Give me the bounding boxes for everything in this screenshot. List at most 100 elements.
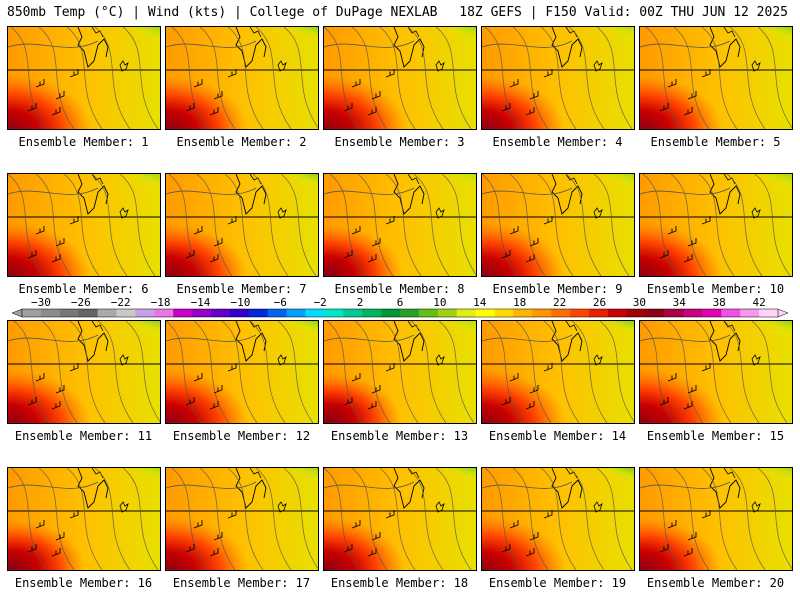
colorbar-swatch [437,309,457,317]
ensemble-map-10 [639,173,793,277]
ensemble-map-7 [165,173,319,277]
ensemble-map-5 [639,26,793,130]
colorbar-tick-label: 6 [397,297,404,309]
ensemble-map-17 [165,467,319,571]
ensemble-member-label-14: Ensemble Member: 14 [488,429,627,443]
colorbar-swatch [116,309,136,317]
ensemble-map-19 [481,467,635,571]
ensemble-map-16 [7,467,161,571]
ensemble-member-label-10: Ensemble Member: 10 [646,282,785,296]
ensemble-member-label-11: Ensemble Member: 11 [14,429,153,443]
ensemble-member-label-15: Ensemble Member: 15 [646,429,785,443]
colorbar-swatch [626,309,646,317]
ensemble-map-3 [323,26,477,130]
ensemble-map-8 [323,173,477,277]
colorbar-swatch [475,309,495,317]
colorbar-tick-label: −18 [151,297,171,309]
header-valid-time: 18Z GEFS | F150 Valid: 00Z THU JUN 12 20… [459,5,788,20]
colorbar-tick-label: 14 [473,297,487,309]
header-title-left: 850mb Temp (°C) | Wind (kts) | College o… [7,5,438,20]
ensemble-member-label-17: Ensemble Member: 17 [172,576,311,590]
colorbar-tick-label: 22 [553,297,566,309]
colorbar-swatch [267,309,287,317]
colorbar-swatch [59,309,79,317]
colorbar-swatch [400,309,420,317]
colorbar-tick-label: −26 [71,297,91,309]
ensemble-map-18 [323,467,477,571]
colorbar-tick-label: 18 [513,297,526,309]
ensemble-map-14 [481,320,635,424]
colorbar-tick-label: 10 [433,297,446,309]
colorbar-swatch [551,309,571,317]
ensemble-member-label-6: Ensemble Member: 6 [18,282,149,296]
colorbar-swatch [362,309,382,317]
colorbar-swatch [645,309,665,317]
colorbar-swatch [192,309,212,317]
ensemble-map-12 [165,320,319,424]
colorbar-tick-label: 34 [673,297,687,309]
ensemble-member-label-3: Ensemble Member: 3 [334,135,465,149]
colorbar-swatch [40,309,61,317]
ensemble-member-label-5: Ensemble Member: 5 [650,135,781,149]
ensemble-member-label-16: Ensemble Member: 16 [14,576,153,590]
colorbar-tick-label: −10 [230,297,250,309]
colorbar-swatch [22,309,42,317]
colorbar-tick-label: 2 [357,297,364,309]
colorbar-swatch [286,309,306,317]
ensemble-member-label-12: Ensemble Member: 12 [172,429,311,443]
colorbar-swatch [664,309,684,317]
colorbar-tick-label: −2 [314,297,327,309]
ensemble-member-label-1: Ensemble Member: 1 [18,135,149,149]
colorbar-swatch [173,309,193,317]
colorbar-swatch [607,309,628,317]
colorbar-swatch [229,309,250,317]
colorbar-tick-label: 38 [713,297,726,309]
colorbar-swatch [324,309,344,317]
colorbar-swatch [381,309,401,317]
ensemble-map-20 [639,467,793,571]
colorbar-swatch [494,309,514,317]
colorbar-tick-label: 42 [752,297,765,309]
colorbar-swatch [248,309,268,317]
colorbar-tick-label: −6 [274,297,287,309]
ensemble-map-13 [323,320,477,424]
colorbar-swatch [683,309,703,317]
colorbar-swatch [456,309,476,317]
colorbar-swatch [759,309,779,317]
colorbar-swatch [532,309,552,317]
colorbar-swatch [78,309,98,317]
colorbar-swatch [721,309,741,317]
ensemble-map-1 [7,26,161,130]
colorbar-tick-label: 26 [593,297,606,309]
colorbar-tick-label: 30 [633,297,646,309]
ensemble-member-label-13: Ensemble Member: 13 [330,429,469,443]
colorbar-swatch [154,309,174,317]
colorbar-tick-label: −14 [191,297,211,309]
ensemble-member-label-7: Ensemble Member: 7 [176,282,307,296]
colorbar-swatch [305,309,325,317]
ensemble-map-9 [481,173,635,277]
colorbar-swatch [589,309,609,317]
colorbar-swatch [740,309,760,317]
colorbar-tick-label: −30 [31,297,51,309]
colorbar-tick-label: −22 [111,297,131,309]
ensemble-map-15 [639,320,793,424]
ensemble-member-label-18: Ensemble Member: 18 [330,576,469,590]
colorbar-swatch [570,309,590,317]
temperature-colorbar: −30 −26 −22 −18 −14 −10 −6 −2 2 6 10 14 18 22 26 30 34 38… [12,297,788,318]
colorbar-swatch [343,309,363,317]
colorbar-swatch [513,309,533,317]
colorbar-swatch [97,309,117,317]
colorbar-swatch [418,309,439,317]
ensemble-member-label-19: Ensemble Member: 19 [488,576,627,590]
ensemble-member-label-4: Ensemble Member: 4 [492,135,623,149]
colorbar-swatch [135,309,155,317]
ensemble-map-4 [481,26,635,130]
ensemble-map-2 [165,26,319,130]
ensemble-map-6 [7,173,161,277]
ensemble-member-label-20: Ensemble Member: 20 [646,576,785,590]
ensemble-map-11 [7,320,161,424]
colorbar-swatch [211,309,231,317]
colorbar-swatch [702,309,722,317]
ensemble-member-label-2: Ensemble Member: 2 [176,135,307,149]
